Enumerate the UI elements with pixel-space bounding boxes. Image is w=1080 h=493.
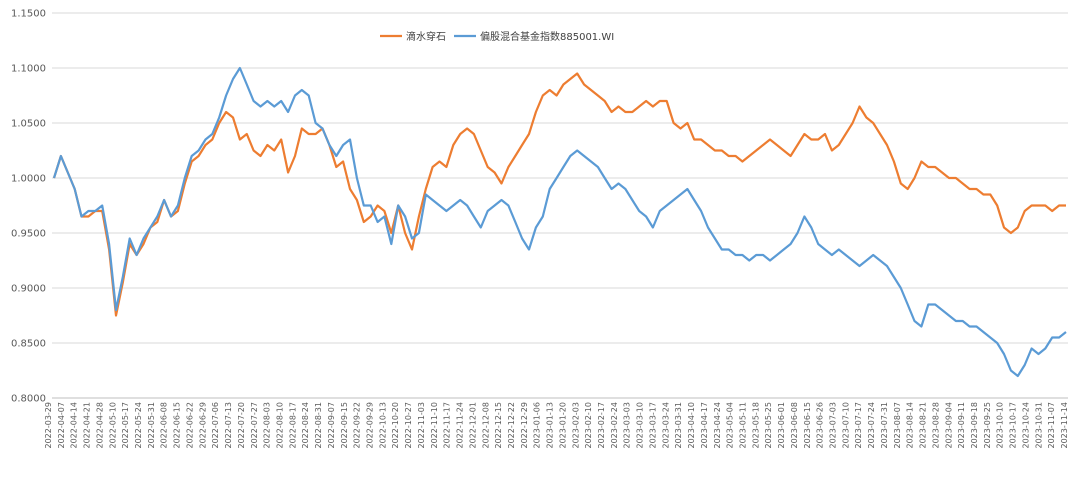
x-tick-label: 2023-10-17 (1009, 402, 1018, 449)
x-tick-label: 2022-12-15 (494, 402, 503, 449)
x-tick-label: 2023-03-31 (674, 402, 683, 449)
y-tick-label: 0.8000 (11, 394, 46, 405)
x-tick-label: 2023-11-07 (1047, 402, 1056, 449)
x-tick-label: 2023-11-14 (1060, 402, 1069, 449)
x-tick-label: 2022-07-06 (211, 402, 220, 449)
x-tick-label: 2023-07-24 (867, 402, 876, 449)
x-tick-label: 2022-09-07 (327, 402, 336, 449)
x-tick-label: 2022-11-10 (430, 402, 439, 449)
grid-lines (52, 12, 1068, 399)
x-tick-label: 2022-09-22 (353, 402, 362, 449)
x-tick-label: 2023-05-11 (738, 402, 747, 449)
x-tick-label: 2022-04-28 (95, 402, 104, 449)
x-tick-label: 2023-02-03 (571, 402, 580, 449)
x-tick-label: 2022-06-15 (173, 402, 182, 449)
x-tick-label: 2023-06-01 (777, 402, 786, 449)
x-tick-label: 2023-07-10 (841, 402, 850, 449)
y-tick-label: 0.9500 (11, 229, 46, 240)
x-tick-label: 2022-07-20 (237, 402, 246, 449)
x-tick-label: 2023-06-15 (803, 402, 812, 449)
x-tick-label: 2022-06-22 (185, 402, 194, 449)
x-tick-label: 2023-06-26 (816, 402, 825, 449)
x-tick-label: 2022-04-07 (57, 402, 66, 449)
x-tick-label: 2023-08-21 (919, 402, 928, 449)
x-tick-label: 2023-05-25 (764, 402, 773, 449)
x-tick-label: 2022-07-13 (224, 402, 233, 449)
x-tick-label: 2023-10-31 (1034, 402, 1043, 449)
x-tick-label: 2022-12-08 (481, 402, 490, 449)
series-lines (52, 66, 1067, 378)
x-tick-label: 2023-02-24 (610, 402, 619, 449)
x-tick-label: 2022-09-29 (366, 402, 375, 449)
x-tick-label: 2023-05-04 (726, 402, 735, 449)
x-tick-label: 2023-07-03 (829, 402, 838, 449)
x-tick-label: 2022-08-24 (301, 402, 310, 449)
x-tick-label: 2023-09-25 (983, 402, 992, 449)
x-tick-label: 2023-09-04 (944, 402, 953, 449)
x-tick-label: 2022-10-20 (391, 402, 400, 449)
x-tick-label: 2023-01-13 (546, 402, 555, 449)
series-line-1 (52, 66, 1067, 378)
x-tick-label: 2023-03-10 (636, 402, 645, 449)
x-tick-label: 2022-04-14 (70, 402, 79, 449)
x-tick-label: 2023-03-24 (661, 402, 670, 449)
x-tick-label: 2022-08-17 (288, 402, 297, 449)
x-tick-label: 2023-02-10 (584, 402, 593, 449)
legend-label: 偏股混合基金指数885001.WI (480, 30, 614, 43)
x-tick-label: 2022-05-17 (121, 402, 130, 449)
y-tick-label: 1.0000 (11, 174, 46, 185)
x-tick-label: 2022-03-29 (44, 402, 53, 449)
x-tick-label: 2023-05-18 (751, 402, 760, 449)
x-tick-label: 2023-01-20 (558, 402, 567, 449)
x-tick-label: 2023-07-17 (854, 402, 863, 449)
x-tick-label: 2022-05-10 (108, 402, 117, 449)
x-tick-label: 2023-10-24 (1021, 402, 1030, 449)
legend-label: 滴水穿石 (406, 30, 446, 43)
x-tick-label: 2023-07-31 (880, 402, 889, 449)
x-tick-label: 2022-04-21 (83, 402, 92, 449)
y-tick-label: 1.0500 (11, 119, 46, 130)
x-tick-label: 2022-06-29 (198, 402, 207, 449)
x-tick-label: 2023-08-07 (893, 402, 902, 449)
x-tick-label: 2022-06-08 (160, 402, 169, 449)
x-tick-label: 2023-09-18 (970, 402, 979, 449)
y-tick-label: 1.1000 (11, 64, 46, 75)
x-tick-label: 2022-12-29 (520, 402, 529, 449)
y-axis: 0.8000 0.8500 0.9000 0.9500 1.0000 1.0500 1.10… (11, 9, 46, 405)
legend: 滴水穿石 偏股混合基金指数885001.WI (380, 30, 614, 43)
x-tick-label: 2023-04-17 (700, 402, 709, 449)
x-tick-label: 2023-02-17 (597, 402, 606, 449)
x-tick-label: 2022-10-27 (404, 402, 413, 449)
x-tick-label: 2022-12-22 (507, 402, 516, 449)
x-tick-label: 2023-03-03 (623, 402, 632, 449)
x-tick-label: 2022-10-13 (378, 402, 387, 449)
x-axis: 2022-03-29 2022-04-07 2022-04-14 2022-04-21… (44, 402, 1069, 449)
x-tick-label: 2023-08-14 (906, 402, 915, 449)
x-tick-label: 2022-09-15 (340, 402, 349, 449)
x-tick-label: 2023-09-11 (957, 402, 966, 449)
x-tick-label: 2022-05-31 (147, 402, 156, 449)
y-tick-label: 1.1500 (11, 9, 46, 20)
x-tick-label: 2023-01-06 (533, 402, 542, 449)
y-tick-label: 0.8500 (11, 339, 46, 350)
x-tick-label: 2022-12-01 (468, 402, 477, 449)
y-tick-label: 0.9000 (11, 284, 46, 295)
x-tick-label: 2022-11-03 (417, 402, 426, 449)
x-tick-label: 2022-05-24 (134, 402, 143, 449)
x-tick-label: 2022-08-31 (314, 402, 323, 449)
x-tick-label: 2022-08-03 (263, 402, 272, 449)
x-tick-label: 2023-03-17 (648, 402, 657, 449)
x-tick-label: 2023-08-28 (931, 402, 940, 449)
x-tick-label: 2023-04-10 (687, 402, 696, 449)
series-line-0 (52, 72, 1066, 317)
x-tick-label: 2022-11-24 (456, 402, 465, 449)
x-tick-label: 2023-06-08 (790, 402, 799, 449)
x-tick-label: 2022-07-27 (250, 402, 259, 449)
x-tick-label: 2023-04-24 (713, 402, 722, 449)
x-tick-label: 2023-10-10 (996, 402, 1005, 449)
x-tick-label: 2022-11-17 (443, 402, 452, 449)
x-tick-label: 2022-08-10 (275, 402, 284, 449)
